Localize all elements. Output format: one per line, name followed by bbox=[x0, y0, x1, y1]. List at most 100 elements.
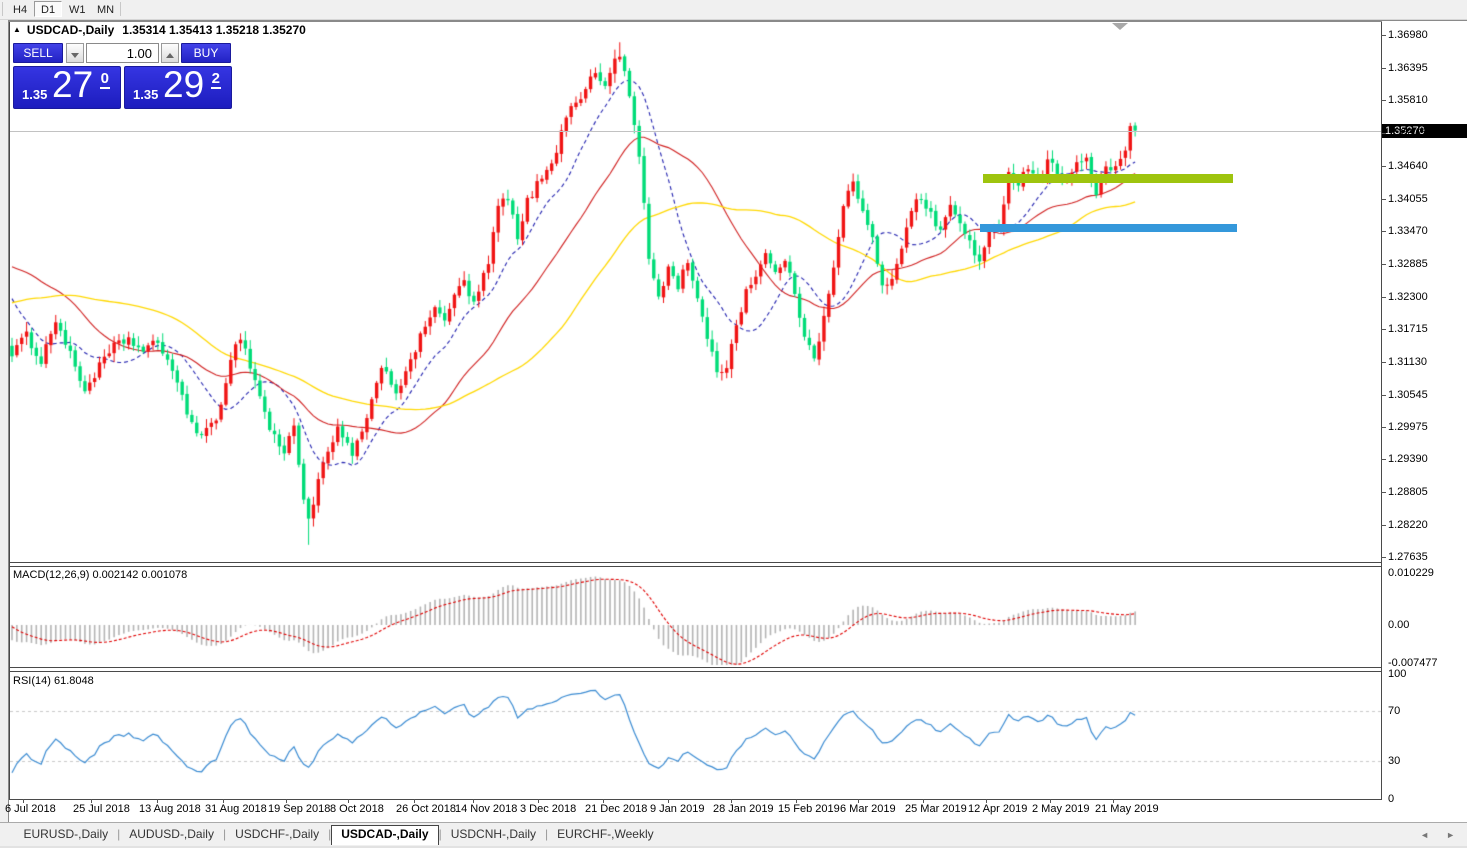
chart-tab-usdcnh-daily[interactable]: USDCNH-,Daily bbox=[450, 827, 537, 841]
date-axis-tick bbox=[1113, 799, 1114, 803]
resistance-band[interactable] bbox=[983, 174, 1233, 183]
chart-shift-marker-icon[interactable] bbox=[1112, 23, 1128, 30]
date-axis-label: 28 Jan 2019 bbox=[713, 803, 774, 815]
rsi-axis-label: 100 bbox=[1388, 668, 1407, 680]
chart-tab-eurchf-weekly[interactable]: EURCHF-,Weekly bbox=[557, 827, 654, 841]
toolbar-separator bbox=[120, 2, 121, 16]
date-axis-label: 19 Sep 2018 bbox=[268, 803, 331, 815]
chart-tab-bar: EURUSD-,Daily | AUDUSD-,Daily | USDCHF-,Dail… bbox=[0, 822, 1467, 847]
price-axis-label: 1.28220 bbox=[1388, 519, 1428, 531]
price-macd-divider[interactable] bbox=[9, 562, 1382, 563]
date-axis-label: 9 Jan 2019 bbox=[650, 803, 705, 815]
rsi-label: RSI(14) 61.8048 bbox=[13, 675, 94, 687]
date-axis-tick bbox=[91, 799, 92, 803]
chart-tab-usdcad-daily[interactable]: USDCAD-,Daily bbox=[331, 825, 439, 845]
buy-button[interactable]: BUY bbox=[181, 43, 231, 63]
macd-rsi-divider[interactable] bbox=[9, 667, 1382, 668]
price-axis-label: 1.35225 bbox=[1388, 127, 1428, 139]
rsi-indicator-canvas[interactable] bbox=[10, 672, 1381, 798]
price-axis-tick bbox=[1381, 492, 1386, 493]
rsi-axis-label: 70 bbox=[1388, 705, 1401, 717]
price-chart-canvas[interactable] bbox=[10, 22, 1381, 562]
price-axis-tick bbox=[1381, 199, 1386, 200]
price-axis-tick bbox=[1381, 395, 1386, 396]
toolbar-grip bbox=[2, 2, 3, 16]
sell-button[interactable]: SELL bbox=[13, 43, 63, 63]
volume-input[interactable] bbox=[86, 43, 159, 63]
volume-decrease-button[interactable] bbox=[66, 43, 84, 63]
buy-price-pip: 2 bbox=[210, 70, 221, 89]
status-strip bbox=[0, 846, 1467, 848]
volume-increase-button[interactable] bbox=[161, 43, 179, 63]
date-axis-label: 21 May 2019 bbox=[1095, 803, 1159, 815]
price-axis-label: 1.27635 bbox=[1388, 551, 1428, 563]
date-axis-label: 15 Feb 2019 bbox=[778, 803, 840, 815]
date-axis-tick bbox=[923, 799, 924, 803]
price-axis-tick bbox=[1381, 264, 1386, 265]
price-axis-label: 1.31715 bbox=[1388, 323, 1428, 335]
tabs-scroll-left-icon[interactable]: ◄ bbox=[1420, 830, 1429, 840]
price-axis-tick bbox=[1381, 459, 1386, 460]
price-axis-label: 1.32885 bbox=[1388, 258, 1428, 270]
macd-pane-top bbox=[9, 566, 1382, 567]
date-axis-tick bbox=[668, 799, 669, 803]
price-axis-label: 1.34640 bbox=[1388, 160, 1428, 172]
window-border-left bbox=[8, 20, 9, 848]
date-axis-tick bbox=[348, 799, 349, 803]
price-axis-label: 1.33470 bbox=[1388, 225, 1428, 237]
date-axis-tick bbox=[986, 799, 987, 803]
price-axis-label: 1.31130 bbox=[1388, 356, 1427, 368]
window-border-top bbox=[8, 20, 1467, 21]
collapse-triangle-icon[interactable]: ▲ bbox=[13, 25, 21, 34]
date-axis-label: 2 May 2019 bbox=[1032, 803, 1090, 815]
chart-title: ▲ USDCAD-,Daily 1.35314 1.35413 1.35218 1.… bbox=[13, 23, 306, 37]
price-axis-label: 1.29975 bbox=[1388, 421, 1428, 433]
macd-indicator-canvas[interactable] bbox=[10, 567, 1381, 667]
pane-border-left bbox=[9, 22, 10, 799]
price-axis-tick bbox=[1381, 133, 1386, 134]
date-axis-label: 13 Aug 2018 bbox=[139, 803, 201, 815]
date-axis-tick bbox=[731, 799, 732, 803]
chart-ohlc-values: 1.35314 1.35413 1.35218 1.35270 bbox=[122, 23, 306, 37]
price-axis-separator bbox=[1381, 22, 1382, 799]
date-axis-label: 26 Oct 2018 bbox=[396, 803, 456, 815]
current-price-line bbox=[10, 131, 1381, 132]
sell-price-button[interactable]: 1.35 27 0 bbox=[13, 64, 121, 109]
timeframe-button-mn[interactable]: MN bbox=[90, 1, 121, 17]
rsi-pane-top bbox=[9, 671, 1382, 672]
timeframe-button-d1[interactable]: D1 bbox=[34, 1, 63, 17]
chart-tab-audusd-daily[interactable]: AUDUSD-,Daily bbox=[129, 827, 214, 841]
one-click-trading-widget: SELL BUY 1.35 27 0 1.35 29 2 bbox=[13, 43, 232, 109]
tab-separator: | bbox=[222, 827, 227, 841]
sell-price-pip: 0 bbox=[99, 70, 110, 89]
support-band[interactable] bbox=[980, 224, 1237, 232]
macd-label: MACD(12,26,9) 0.002142 0.001078 bbox=[13, 569, 188, 581]
date-axis-tick bbox=[414, 799, 415, 803]
price-axis-label: 1.36980 bbox=[1388, 29, 1428, 41]
date-axis-label: 6 Mar 2019 bbox=[840, 803, 896, 815]
price-axis-tick bbox=[1381, 525, 1386, 526]
triangle-down-icon bbox=[71, 52, 79, 58]
price-axis-label: 1.28805 bbox=[1388, 486, 1428, 498]
date-axis-tick bbox=[473, 799, 474, 803]
price-axis-label: 1.30545 bbox=[1388, 389, 1428, 401]
rsi-axis-label: 30 bbox=[1388, 755, 1401, 767]
tabs-scroll-right-icon[interactable]: ► bbox=[1446, 830, 1455, 840]
price-axis-tick bbox=[1381, 100, 1386, 101]
date-axis-label: 14 Nov 2018 bbox=[455, 803, 518, 815]
chart-tab-usdchf-daily[interactable]: USDCHF-,Daily bbox=[235, 827, 320, 841]
timeframe-button-w1[interactable]: W1 bbox=[62, 1, 93, 17]
chart-tab-eurusd-daily[interactable]: EURUSD-,Daily bbox=[23, 827, 109, 841]
price-axis-tick bbox=[1381, 68, 1386, 69]
price-axis-tick bbox=[1381, 166, 1386, 167]
price-axis-tick bbox=[1381, 362, 1386, 363]
price-axis-tick bbox=[1381, 35, 1386, 36]
date-axis-label: 6 Jul 2018 bbox=[5, 803, 56, 815]
current-price-tag: 1.35270 bbox=[1382, 124, 1467, 138]
macd-axis-label: 0.010229 bbox=[1388, 567, 1434, 579]
buy-price-button[interactable]: 1.35 29 2 bbox=[124, 64, 232, 109]
timeframe-button-h4[interactable]: H4 bbox=[6, 1, 34, 17]
date-axis-line bbox=[9, 799, 1382, 800]
tab-separator: | bbox=[117, 827, 121, 841]
date-axis-tick bbox=[538, 799, 539, 803]
